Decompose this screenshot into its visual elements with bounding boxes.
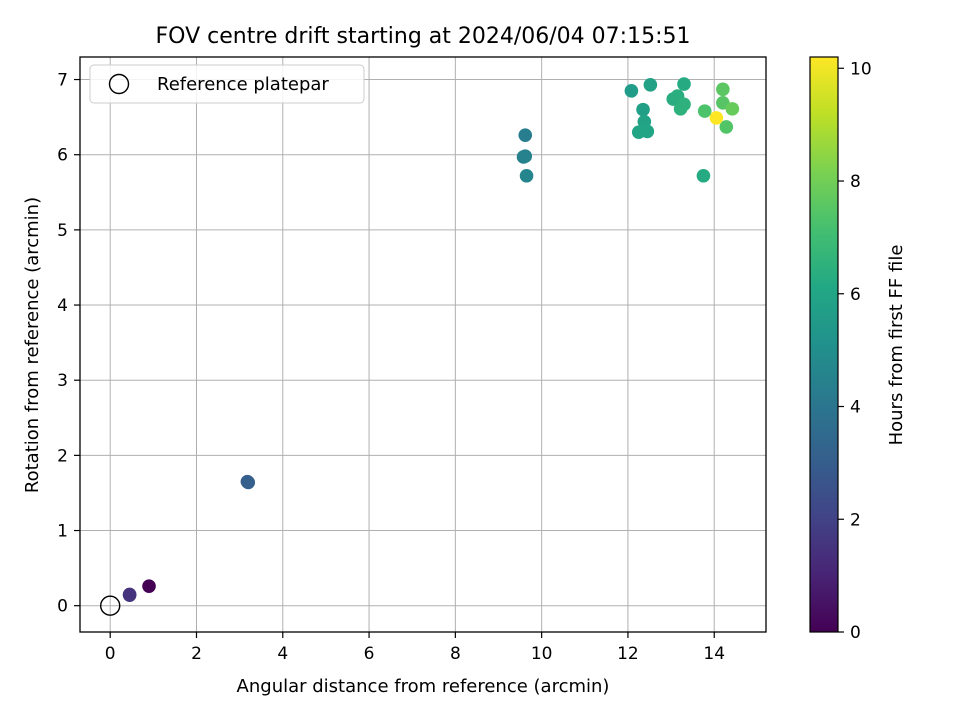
x-tick-label: 14 bbox=[703, 644, 725, 664]
scatter-point bbox=[518, 128, 533, 142]
y-tick-label: 5 bbox=[57, 221, 68, 241]
x-axis-label: Angular distance from reference (arcmin) bbox=[237, 676, 610, 697]
scatter-point bbox=[643, 78, 658, 92]
scatter-point bbox=[142, 579, 156, 593]
colorbar: 0 2 4 6 8 10 Hours from first FF file bbox=[809, 56, 907, 643]
y-tick-label: 7 bbox=[57, 71, 68, 91]
x-tick-label: 8 bbox=[450, 644, 461, 664]
y-tick-label: 6 bbox=[57, 146, 68, 166]
x-tick-label: 2 bbox=[191, 644, 202, 664]
scatter-point bbox=[624, 84, 639, 98]
scatter-point bbox=[697, 104, 712, 118]
scatter-point bbox=[673, 102, 688, 116]
scatter-point bbox=[518, 149, 533, 164]
colorbar-tick-label: 4 bbox=[850, 398, 861, 418]
chart-title: FOV centre drift starting at 2024/06/04 … bbox=[156, 24, 691, 49]
legend: Reference platepar bbox=[89, 64, 365, 104]
x-tick-label: 10 bbox=[531, 644, 553, 664]
scatter-point bbox=[677, 77, 691, 91]
scatter-point bbox=[725, 102, 740, 116]
legend-box bbox=[89, 64, 365, 104]
colorbar-tick-label: 2 bbox=[850, 510, 861, 530]
colorbar-tick-label: 0 bbox=[850, 623, 861, 643]
legend-label: Reference platepar bbox=[157, 74, 329, 95]
y-tick-label: 4 bbox=[57, 296, 68, 316]
reference-point bbox=[100, 595, 121, 616]
grid bbox=[80, 57, 766, 632]
scatter-point bbox=[241, 475, 256, 490]
colorbar-tick-label: 6 bbox=[850, 285, 861, 305]
scatter-point bbox=[122, 587, 137, 602]
colorbar-tick-label: 8 bbox=[850, 172, 861, 192]
scatter-point bbox=[709, 111, 724, 125]
y-axis: 0 1 2 3 4 5 6 7 bbox=[57, 71, 80, 617]
x-tick-label: 6 bbox=[364, 644, 375, 664]
scatter-point bbox=[636, 102, 650, 117]
scatter-point bbox=[696, 168, 711, 183]
legend-marker bbox=[108, 73, 130, 95]
reference-marker bbox=[100, 595, 121, 616]
scatter-point bbox=[640, 124, 655, 139]
colorbar-ticks: 0 2 4 6 8 10 bbox=[838, 59, 872, 643]
x-tick-label: 0 bbox=[105, 644, 116, 664]
y-tick-label: 3 bbox=[57, 371, 68, 391]
scatter-point bbox=[716, 82, 730, 97]
data-points bbox=[122, 77, 740, 602]
scatter-point bbox=[519, 168, 534, 183]
x-tick-label: 4 bbox=[277, 644, 288, 664]
colorbar-tick-label: 10 bbox=[850, 59, 872, 79]
y-tick-label: 0 bbox=[57, 597, 68, 617]
y-tick-label: 1 bbox=[57, 522, 68, 542]
colorbar-label: Hours from first FF file bbox=[886, 245, 907, 446]
plot-frame bbox=[79, 56, 767, 633]
scatter-point bbox=[719, 120, 734, 134]
y-axis-label: Rotation from reference (arcmin) bbox=[22, 197, 43, 493]
y-tick-label: 2 bbox=[57, 446, 68, 466]
x-tick-label: 12 bbox=[617, 644, 639, 664]
x-axis: 0 2 4 6 8 10 12 14 bbox=[105, 632, 725, 664]
colorbar-gradient bbox=[809, 56, 839, 633]
